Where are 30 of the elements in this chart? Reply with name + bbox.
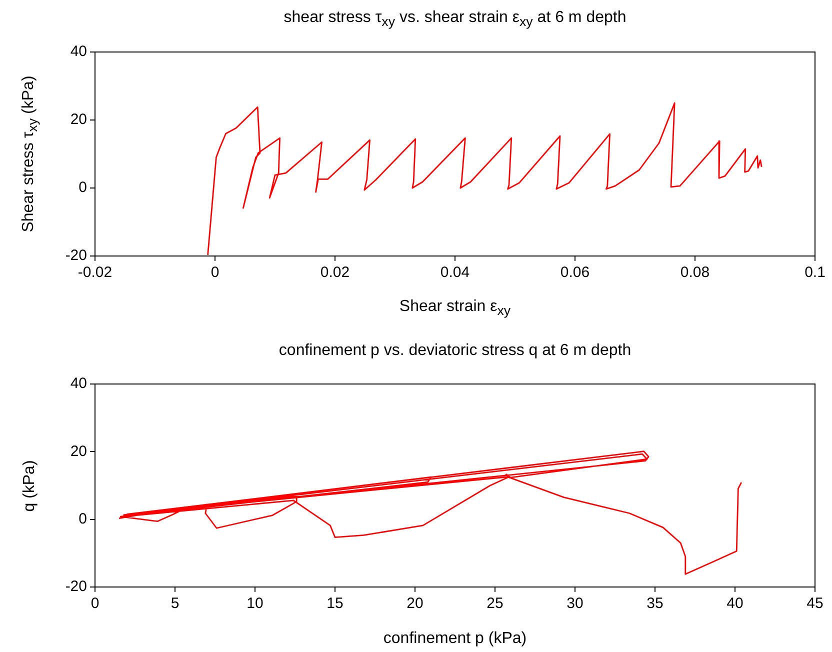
x-tick-label: 0.08 [680, 264, 710, 282]
y-tick-label: 40 [70, 43, 87, 60]
y-tick-label: -20 [65, 247, 87, 264]
y-axis-title: q (kPa) [21, 460, 39, 512]
y-tick-label: 0 [78, 179, 87, 196]
x-tick-label: 15 [326, 595, 344, 612]
x-tick-label: 30 [566, 595, 584, 612]
y-tick-label: 20 [70, 111, 87, 128]
x-tick-label: 25 [486, 595, 504, 612]
y-tick-label: -20 [65, 578, 87, 596]
x-tick-label: 0.02 [320, 264, 350, 282]
x-tick-label: 0.04 [440, 264, 470, 282]
x-tick-label: 0.1 [804, 264, 826, 282]
x-tick-label: 20 [406, 595, 424, 612]
x-tick-label: 45 [806, 595, 824, 612]
x-axis-title: Shear strain ε$_{xy}$ [399, 298, 511, 318]
y-tick-label: 0 [78, 510, 87, 528]
y-tick-label: 20 [70, 442, 87, 460]
x-tick-label: 5 [170, 595, 180, 612]
x-tick-label: -0.02 [78, 264, 112, 282]
x-tick-label: 10 [246, 595, 264, 612]
x-tick-label: 40 [726, 595, 744, 612]
x-tick-label: 0.06 [560, 264, 590, 282]
x-tick-label: 0 [90, 595, 100, 612]
y-tick-label: 40 [70, 375, 87, 392]
x-tick-label: 35 [646, 595, 664, 612]
chart-title: confinement p vs. deviatoric stress q at 6 m depth [278, 342, 632, 360]
chart-title: shear stress τ$_{xy}$ vs. shear strain ε$_{xy}$ at 6 m depth [284, 8, 626, 30]
x-tick-label: 0 [210, 264, 220, 282]
x-axis-title: confinement p (kPa) [383, 630, 527, 648]
